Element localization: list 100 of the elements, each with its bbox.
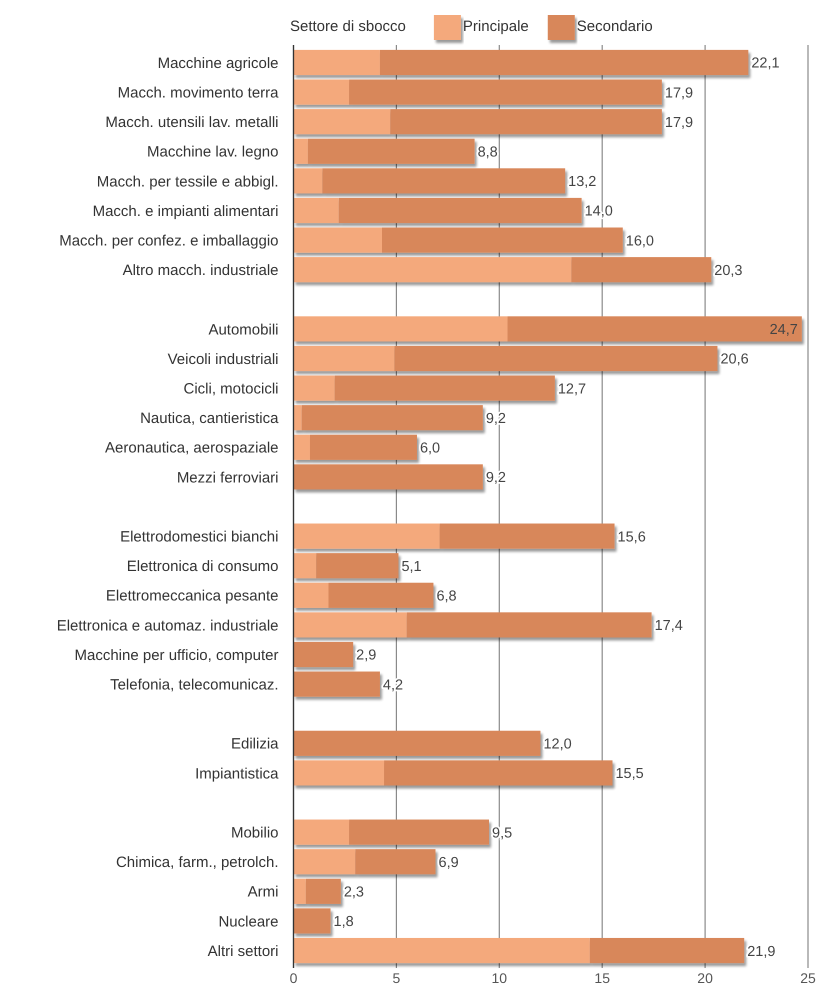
- bar: [294, 434, 310, 460]
- bar: [294, 316, 508, 342]
- total-label: 22,1: [751, 56, 780, 72]
- total-label: 17,9: [664, 114, 694, 131]
- x-tick-label: 5: [392, 970, 400, 986]
- y-tick-label: Aeronautica, aerospaziale: [105, 440, 278, 457]
- total-label: 12,0: [543, 736, 572, 753]
- bar: [349, 820, 490, 845]
- y-tick-label: Macch. movimento terra: [118, 84, 280, 102]
- y-tick-label: Mezzi ferroviari: [176, 469, 278, 486]
- y-tick-label: Nucleare: [218, 913, 278, 930]
- legend-title: Settore di sbocco: [290, 18, 406, 35]
- y-tick-label: Macch. per tessile e abbigl.: [96, 173, 278, 190]
- total-label: 20,6: [720, 352, 749, 368]
- y-tick-label: Mobilio: [230, 824, 278, 842]
- total-label: 15,6: [618, 529, 646, 546]
- x-tick-label: 20: [697, 970, 714, 986]
- y-tick-label: Chimica, farm., petrolch.: [116, 854, 278, 872]
- total-label: 1,8: [334, 914, 354, 930]
- x-tick-label: 0: [290, 970, 298, 986]
- y-tick-label: Automobili: [208, 321, 278, 338]
- bar: [328, 582, 434, 608]
- bar: [382, 228, 623, 253]
- bar: [294, 820, 350, 845]
- total-label: 20,3: [714, 262, 743, 279]
- y-tick-label: Macch. utensili lav. metalli: [105, 114, 278, 132]
- bar: [334, 376, 555, 401]
- y-tick-label: Impiantistica: [195, 765, 280, 782]
- x-tick-label: 10: [492, 970, 508, 986]
- bar: [294, 405, 302, 430]
- bar: [294, 50, 380, 76]
- bar: [294, 138, 308, 164]
- total-label: 6,9: [438, 854, 459, 871]
- bar: [294, 642, 354, 668]
- bar: [316, 553, 398, 578]
- total-label: 12,7: [558, 381, 586, 398]
- y-tick-label: Macchine agricole: [158, 54, 278, 72]
- y-tick-label: Altri settori: [208, 942, 278, 960]
- y-tick-label: Elettrodomestici bianchi: [120, 528, 278, 546]
- bar: [390, 109, 662, 134]
- y-tick-label: Edilizia: [230, 736, 280, 753]
- bar: [294, 198, 339, 224]
- bar: [294, 612, 407, 638]
- x-tick-label: 15: [594, 970, 610, 986]
- bar: [294, 553, 316, 578]
- total-label: 6,8: [436, 588, 457, 605]
- bar: [349, 79, 662, 105]
- bar: [406, 612, 652, 638]
- total-label: 2,3: [344, 884, 364, 901]
- total-label: 17,9: [664, 85, 694, 102]
- total-label: 2,9: [356, 648, 376, 664]
- y-tick-label: Elettronica di consumo: [126, 558, 278, 576]
- bar: [294, 582, 328, 608]
- bar: [294, 849, 356, 874]
- bar: [294, 938, 590, 964]
- bar: [571, 257, 712, 282]
- bar: [294, 168, 322, 194]
- bar: [302, 405, 483, 430]
- y-tick-label: Armi: [248, 884, 278, 901]
- total-label: 17,4: [654, 618, 683, 634]
- total-label: 6,0: [420, 440, 440, 457]
- y-tick-label: Cicli, motocicli: [183, 380, 278, 398]
- legend-label: Secondario: [576, 18, 653, 35]
- total-label: 13,2: [568, 174, 596, 190]
- y-tick-label: Altro macch. industriale: [122, 262, 278, 280]
- y-tick-label: Elettronica e automaz. industriale: [56, 617, 278, 634]
- y-tick-label: Telefonia, telecomunicaz.: [110, 676, 278, 694]
- bar: [310, 434, 417, 460]
- bar: [294, 908, 331, 934]
- total-label: 24,7: [770, 322, 798, 338]
- bar: [322, 168, 566, 194]
- bar: [338, 198, 582, 224]
- y-tick-label: Macchine per ufficio, computer: [74, 646, 278, 664]
- y-tick-label: Macch. e impianti alimentari: [92, 202, 278, 220]
- total-label: 5,1: [401, 558, 422, 575]
- bar: [294, 376, 335, 401]
- bar: [380, 50, 748, 76]
- legend-label: Principale: [462, 18, 529, 35]
- bar: [590, 938, 744, 964]
- bar: [294, 228, 382, 253]
- bar: [508, 316, 802, 342]
- total-label: 8,8: [478, 144, 498, 160]
- bar: [294, 464, 483, 490]
- bar: [294, 878, 306, 904]
- bar: [384, 760, 612, 786]
- x-tick-label: 25: [800, 970, 816, 986]
- total-label: 15,5: [615, 766, 644, 782]
- bar: [294, 257, 572, 282]
- y-tick-label: Nautica, cantieristica: [140, 410, 280, 428]
- bar: [294, 346, 394, 372]
- total-label: 16,0: [626, 233, 654, 250]
- bar: [394, 346, 718, 372]
- y-tick-label: Elettromeccanica pesante: [106, 588, 278, 605]
- bar: [355, 849, 436, 874]
- y-tick-label: Macchine lav. legno: [147, 144, 278, 161]
- y-tick-label: Veicoli industriali: [168, 350, 278, 368]
- bar: [294, 524, 440, 549]
- bar: [440, 524, 615, 549]
- bar: [294, 79, 350, 105]
- bar: [308, 138, 475, 164]
